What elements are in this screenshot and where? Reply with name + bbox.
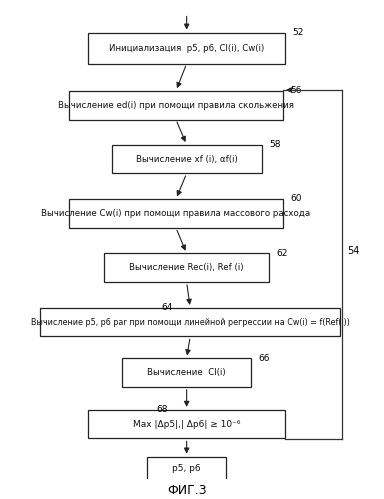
Text: 64: 64 xyxy=(162,303,173,312)
Text: 68: 68 xyxy=(156,405,168,414)
Text: Вычисление xf (i), αf(i): Вычисление xf (i), αf(i) xyxy=(136,155,238,164)
Bar xyxy=(88,410,285,439)
Text: Вычисление Cw(i) при помощи правила массового расхода: Вычисление Cw(i) при помощи правила масс… xyxy=(41,209,311,218)
Text: 56: 56 xyxy=(290,86,302,95)
Bar xyxy=(147,457,226,482)
Text: Вычисление  Cl(i): Вычисление Cl(i) xyxy=(147,368,226,377)
Bar xyxy=(88,32,285,63)
Text: 62: 62 xyxy=(276,249,287,257)
Text: 58: 58 xyxy=(269,140,280,149)
Text: Вычисление p5, p6 par при помощи линейной регрессии на Cw(i) = f(Ref(i)): Вычисление p5, p6 par при помощи линейно… xyxy=(31,317,350,327)
Text: Вычисление Rec(i), Ref (i): Вычисление Rec(i), Ref (i) xyxy=(129,263,244,272)
Text: 52: 52 xyxy=(292,28,303,37)
Text: Вычисление ed(i) при помощи правила скольжения: Вычисление ed(i) при помощи правила скол… xyxy=(58,101,294,110)
Text: 66: 66 xyxy=(258,354,270,363)
Text: 60: 60 xyxy=(290,195,302,204)
Text: 54: 54 xyxy=(348,246,360,255)
Bar xyxy=(122,358,251,387)
Text: Инициализация  p5, p6, Cl(i), Cw(i): Инициализация p5, p6, Cl(i), Cw(i) xyxy=(109,43,264,52)
Text: Max |Δp5|,| Δp6| ≥ 10⁻⁶: Max |Δp5|,| Δp6| ≥ 10⁻⁶ xyxy=(133,420,240,429)
Bar xyxy=(40,308,340,336)
Text: p5, p6: p5, p6 xyxy=(172,465,201,474)
Bar xyxy=(104,253,269,282)
Text: ФИГ.3: ФИГ.3 xyxy=(167,484,207,497)
Bar xyxy=(69,199,283,228)
Bar xyxy=(69,91,283,120)
Bar xyxy=(112,145,262,173)
